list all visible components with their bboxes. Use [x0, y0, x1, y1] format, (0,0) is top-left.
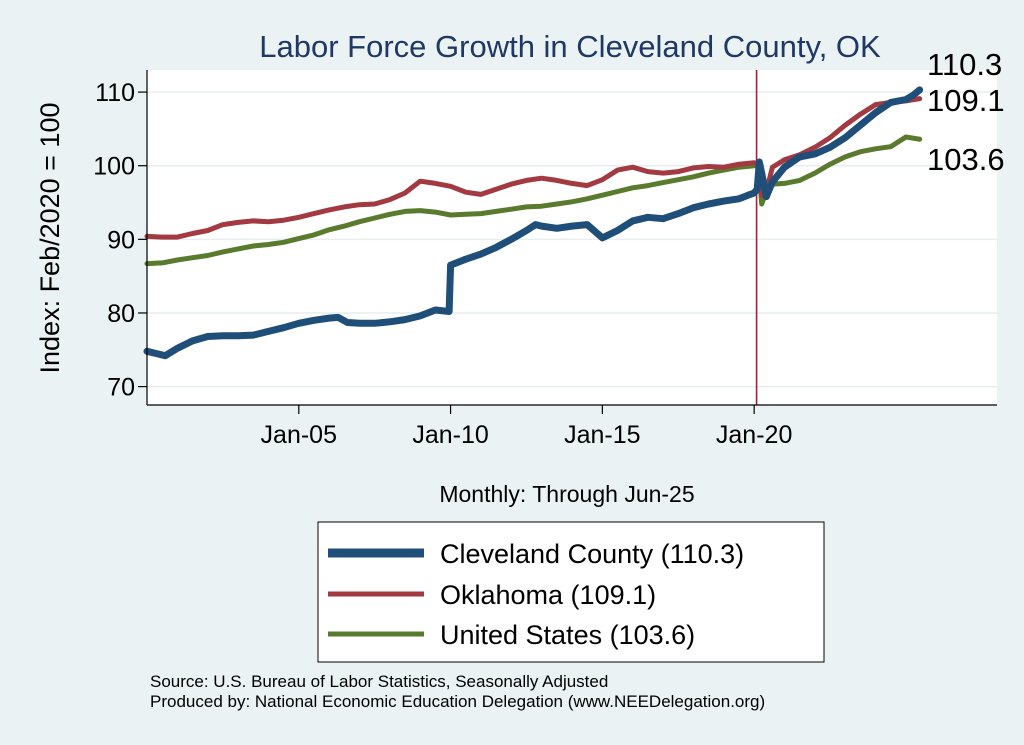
legend-label: Oklahoma (109.1): [440, 580, 656, 610]
legend-entries: Cleveland County (110.3) Oklahoma (109.1)…: [328, 539, 744, 650]
series-line-oklahoma: [144, 96, 923, 240]
source-line: Source: U.S. Bureau of Labor Statistics,…: [150, 672, 609, 691]
y-tick-label: 80: [107, 300, 135, 328]
y-axis-ticks: 70 80 90 100 110: [93, 79, 147, 402]
series-line-cleveland-county: [143, 86, 924, 360]
end-label: 103.6: [927, 142, 1005, 177]
series-line-united-states: [144, 134, 923, 267]
y-tick-label: 90: [107, 226, 135, 254]
x-axis-ticks: Jan-05 Jan-10 Jan-15 Jan-20: [261, 405, 792, 449]
series-end-point: [917, 87, 923, 93]
x-tick-label: Jan-10: [412, 421, 488, 449]
legend-label: United States (103.6): [440, 620, 695, 650]
end-label: 110.3: [927, 47, 1002, 82]
series-end-point: [917, 136, 923, 142]
series-end-point: [917, 96, 923, 102]
legend: Cleveland County (110.3) Oklahoma (109.1)…: [317, 521, 825, 663]
y-tick-label: 100: [93, 153, 135, 181]
produced-by-line: Produced by: National Economic Education…: [150, 692, 766, 711]
x-tick-label: Jan-20: [716, 421, 792, 449]
source-note: Source: U.S. Bureau of Labor Statistics,…: [150, 672, 765, 712]
x-tick-label: Jan-15: [564, 421, 640, 449]
y-tick-label: 70: [107, 374, 135, 402]
x-tick-label: Jan-05: [261, 421, 337, 449]
x-axis-label: Monthly: Through Jun-25: [439, 481, 694, 507]
chart-title: Labor Force Growth in Cleveland County, …: [259, 29, 881, 64]
y-axis-label: Index: Feb/2020 = 100: [35, 103, 65, 374]
series-lines: [143, 86, 924, 360]
y-tick-label: 110: [95, 79, 135, 107]
end-label: 109.1: [927, 83, 1005, 118]
legend-label: Cleveland County (110.3): [440, 539, 744, 569]
